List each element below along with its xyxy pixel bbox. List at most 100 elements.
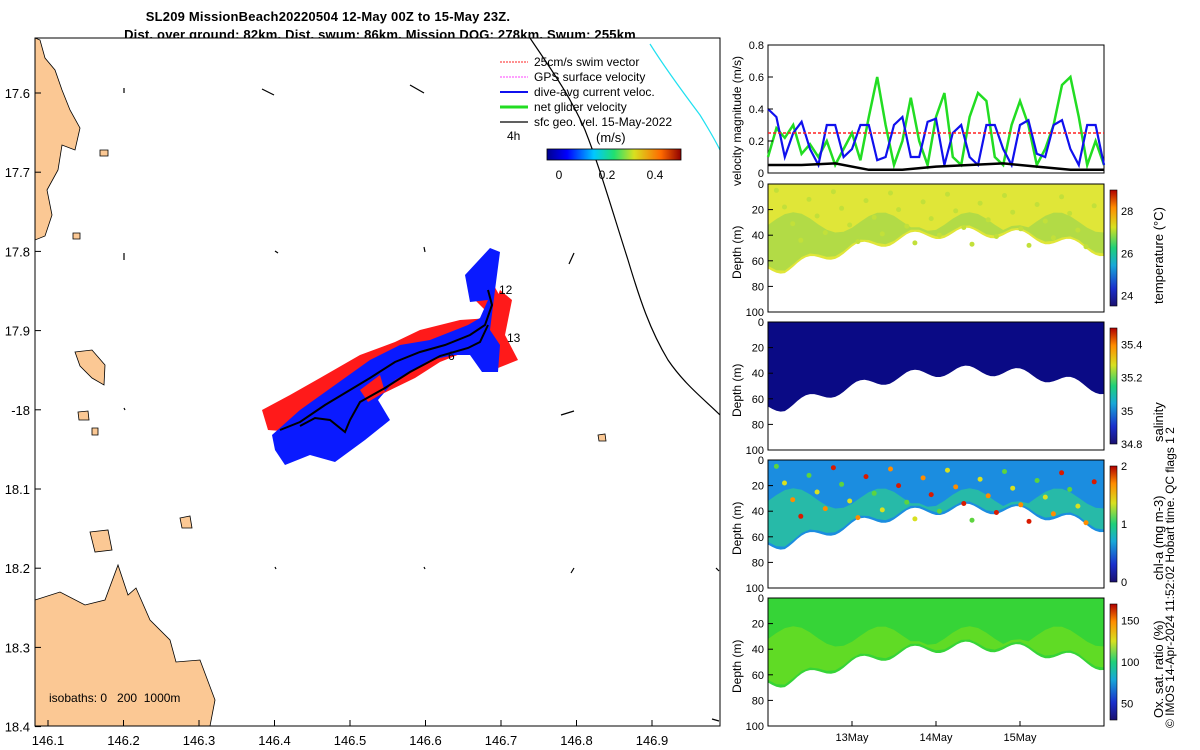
profile-sample <box>1018 226 1024 232</box>
colorbar-tick: 150 <box>1121 616 1139 628</box>
profile-sample <box>928 492 934 498</box>
profile-sample <box>855 515 861 521</box>
profile-sample <box>871 214 877 220</box>
glider-track <box>279 289 494 434</box>
profile-sample <box>773 187 779 193</box>
profile-sample <box>977 200 983 206</box>
profile-sample <box>1091 203 1097 209</box>
isobaths-label: isobaths: 0 200 1000m <box>49 691 180 705</box>
profile-sample <box>1059 470 1065 476</box>
profile-panel-salinity: 0 20 40 60 80 100 Depth (m) 34.8 35 35.2 35.4 salin… <box>730 317 1166 457</box>
profile-sample <box>1067 210 1073 216</box>
colorbar <box>1109 603 1118 721</box>
profile-sample <box>969 241 975 247</box>
profile-sample <box>1075 503 1081 509</box>
profile-sample <box>871 490 877 496</box>
y-tick-label: 100 <box>746 445 764 457</box>
colorbar-tick: 35.2 <box>1121 373 1142 385</box>
colorbar-tick: 100 <box>1121 657 1139 669</box>
isobath-1000m <box>649 43 720 151</box>
profile-sample <box>1042 494 1048 500</box>
profile-sample <box>920 475 926 481</box>
profile-field-band <box>768 194 1104 271</box>
profile-sample <box>822 506 828 512</box>
island <box>99 149 109 157</box>
profile-sample <box>806 196 812 202</box>
profile-sample <box>1010 485 1016 491</box>
legend-item: net glider velocity <box>534 100 627 114</box>
x-tick-label: 146.3 <box>183 733 216 748</box>
profile-sample <box>961 501 967 506</box>
legend-note: 4h <box>507 129 520 143</box>
colorbar <box>1109 465 1118 583</box>
colorbar-tick: 26 <box>1121 248 1133 260</box>
y-tick-label: 0 <box>758 168 764 180</box>
profile-sample <box>1083 244 1089 250</box>
velocity-series <box>766 74 1106 170</box>
profile-sample <box>985 493 991 499</box>
island <box>597 433 607 442</box>
island <box>179 515 193 529</box>
panel-border <box>767 321 1105 451</box>
map-legend: 25cm/s swim vector GPS surface velocity … <box>500 55 682 182</box>
profile-sample <box>830 189 836 195</box>
y-tick-label: 80 <box>752 557 764 569</box>
y-tick-label: 60 <box>752 532 764 544</box>
profile-sample <box>1034 202 1040 207</box>
colorbar-tick: 28 <box>1121 206 1133 218</box>
legend-item: 25cm/s swim vector <box>534 55 639 69</box>
y-tick-label: 0 <box>758 317 764 329</box>
map-x-axis: 146.1 146.2 146.3 146.4 146.5 146.6 146.7 146.8… <box>32 720 668 748</box>
y-tick-label: 0 <box>758 455 764 467</box>
y-tick-label: 80 <box>752 695 764 707</box>
colorbar <box>1109 189 1118 307</box>
profile-sample <box>896 207 902 213</box>
profile-sample <box>961 225 967 230</box>
coastline-land <box>35 38 81 241</box>
profile-sample <box>1034 478 1040 483</box>
colorbar-label: Ox. sat. ratio (%) <box>1151 620 1166 718</box>
colorbar-tick: 50 <box>1121 698 1133 710</box>
profile-sample <box>863 474 869 480</box>
y-tick-label: 40 <box>752 368 764 380</box>
profile-sample <box>912 240 918 246</box>
profile-sample <box>945 467 950 473</box>
profile-sample <box>1002 193 1007 198</box>
profile-sample <box>985 217 991 223</box>
profile-sample <box>790 497 796 503</box>
profile-field <box>768 460 1104 550</box>
profile-sample <box>855 239 861 245</box>
y-tick-label: 18.3 <box>5 640 30 655</box>
time-tick-label: 15May <box>1003 732 1037 744</box>
panel-border <box>767 459 1105 589</box>
x-tick-label: 146.1 <box>32 733 65 748</box>
colorbar-tick: 0 <box>1121 577 1127 589</box>
profile-sample <box>969 517 975 523</box>
profile-field-band <box>768 470 1104 547</box>
profile-sample <box>896 483 902 489</box>
profile-sample <box>1002 469 1007 474</box>
x-tick-label: 146.8 <box>560 733 593 748</box>
colorbar-tick: 35.4 <box>1121 340 1142 352</box>
island <box>89 529 113 553</box>
y-tick-label: 18.2 <box>5 561 30 576</box>
y-tick-label: 0.8 <box>749 40 764 52</box>
colorbar-tick: 0.2 <box>599 168 616 182</box>
colorbar-tick: 34.8 <box>1121 439 1142 451</box>
colorbar-tick: 2 <box>1121 461 1127 473</box>
geostrophic-arrows <box>123 84 720 722</box>
profile-panel-chl-a: 0 20 40 60 80 100 Depth (m) 0 1 2 chl-a (mg m-3) <box>730 455 1166 595</box>
profile-sample <box>993 510 999 515</box>
colorbar-label: chl-a (mg m-3) <box>1151 495 1166 580</box>
credit-text: © IMOS 14-Apr-2024 11:52:02 Hobart time.… <box>1163 427 1177 728</box>
profile-sample <box>1018 502 1024 508</box>
y-tick-label: 100 <box>746 721 764 733</box>
profile-sample <box>1050 235 1056 241</box>
y-tick-label: 17.8 <box>5 244 30 259</box>
y-tick-label: 0.2 <box>749 136 764 148</box>
profile-sample <box>904 223 910 229</box>
y-tick-label: 40 <box>752 644 764 656</box>
y-tick-label: 18.1 <box>5 482 30 497</box>
profile-sample <box>782 480 787 486</box>
profile-sample <box>806 472 812 478</box>
